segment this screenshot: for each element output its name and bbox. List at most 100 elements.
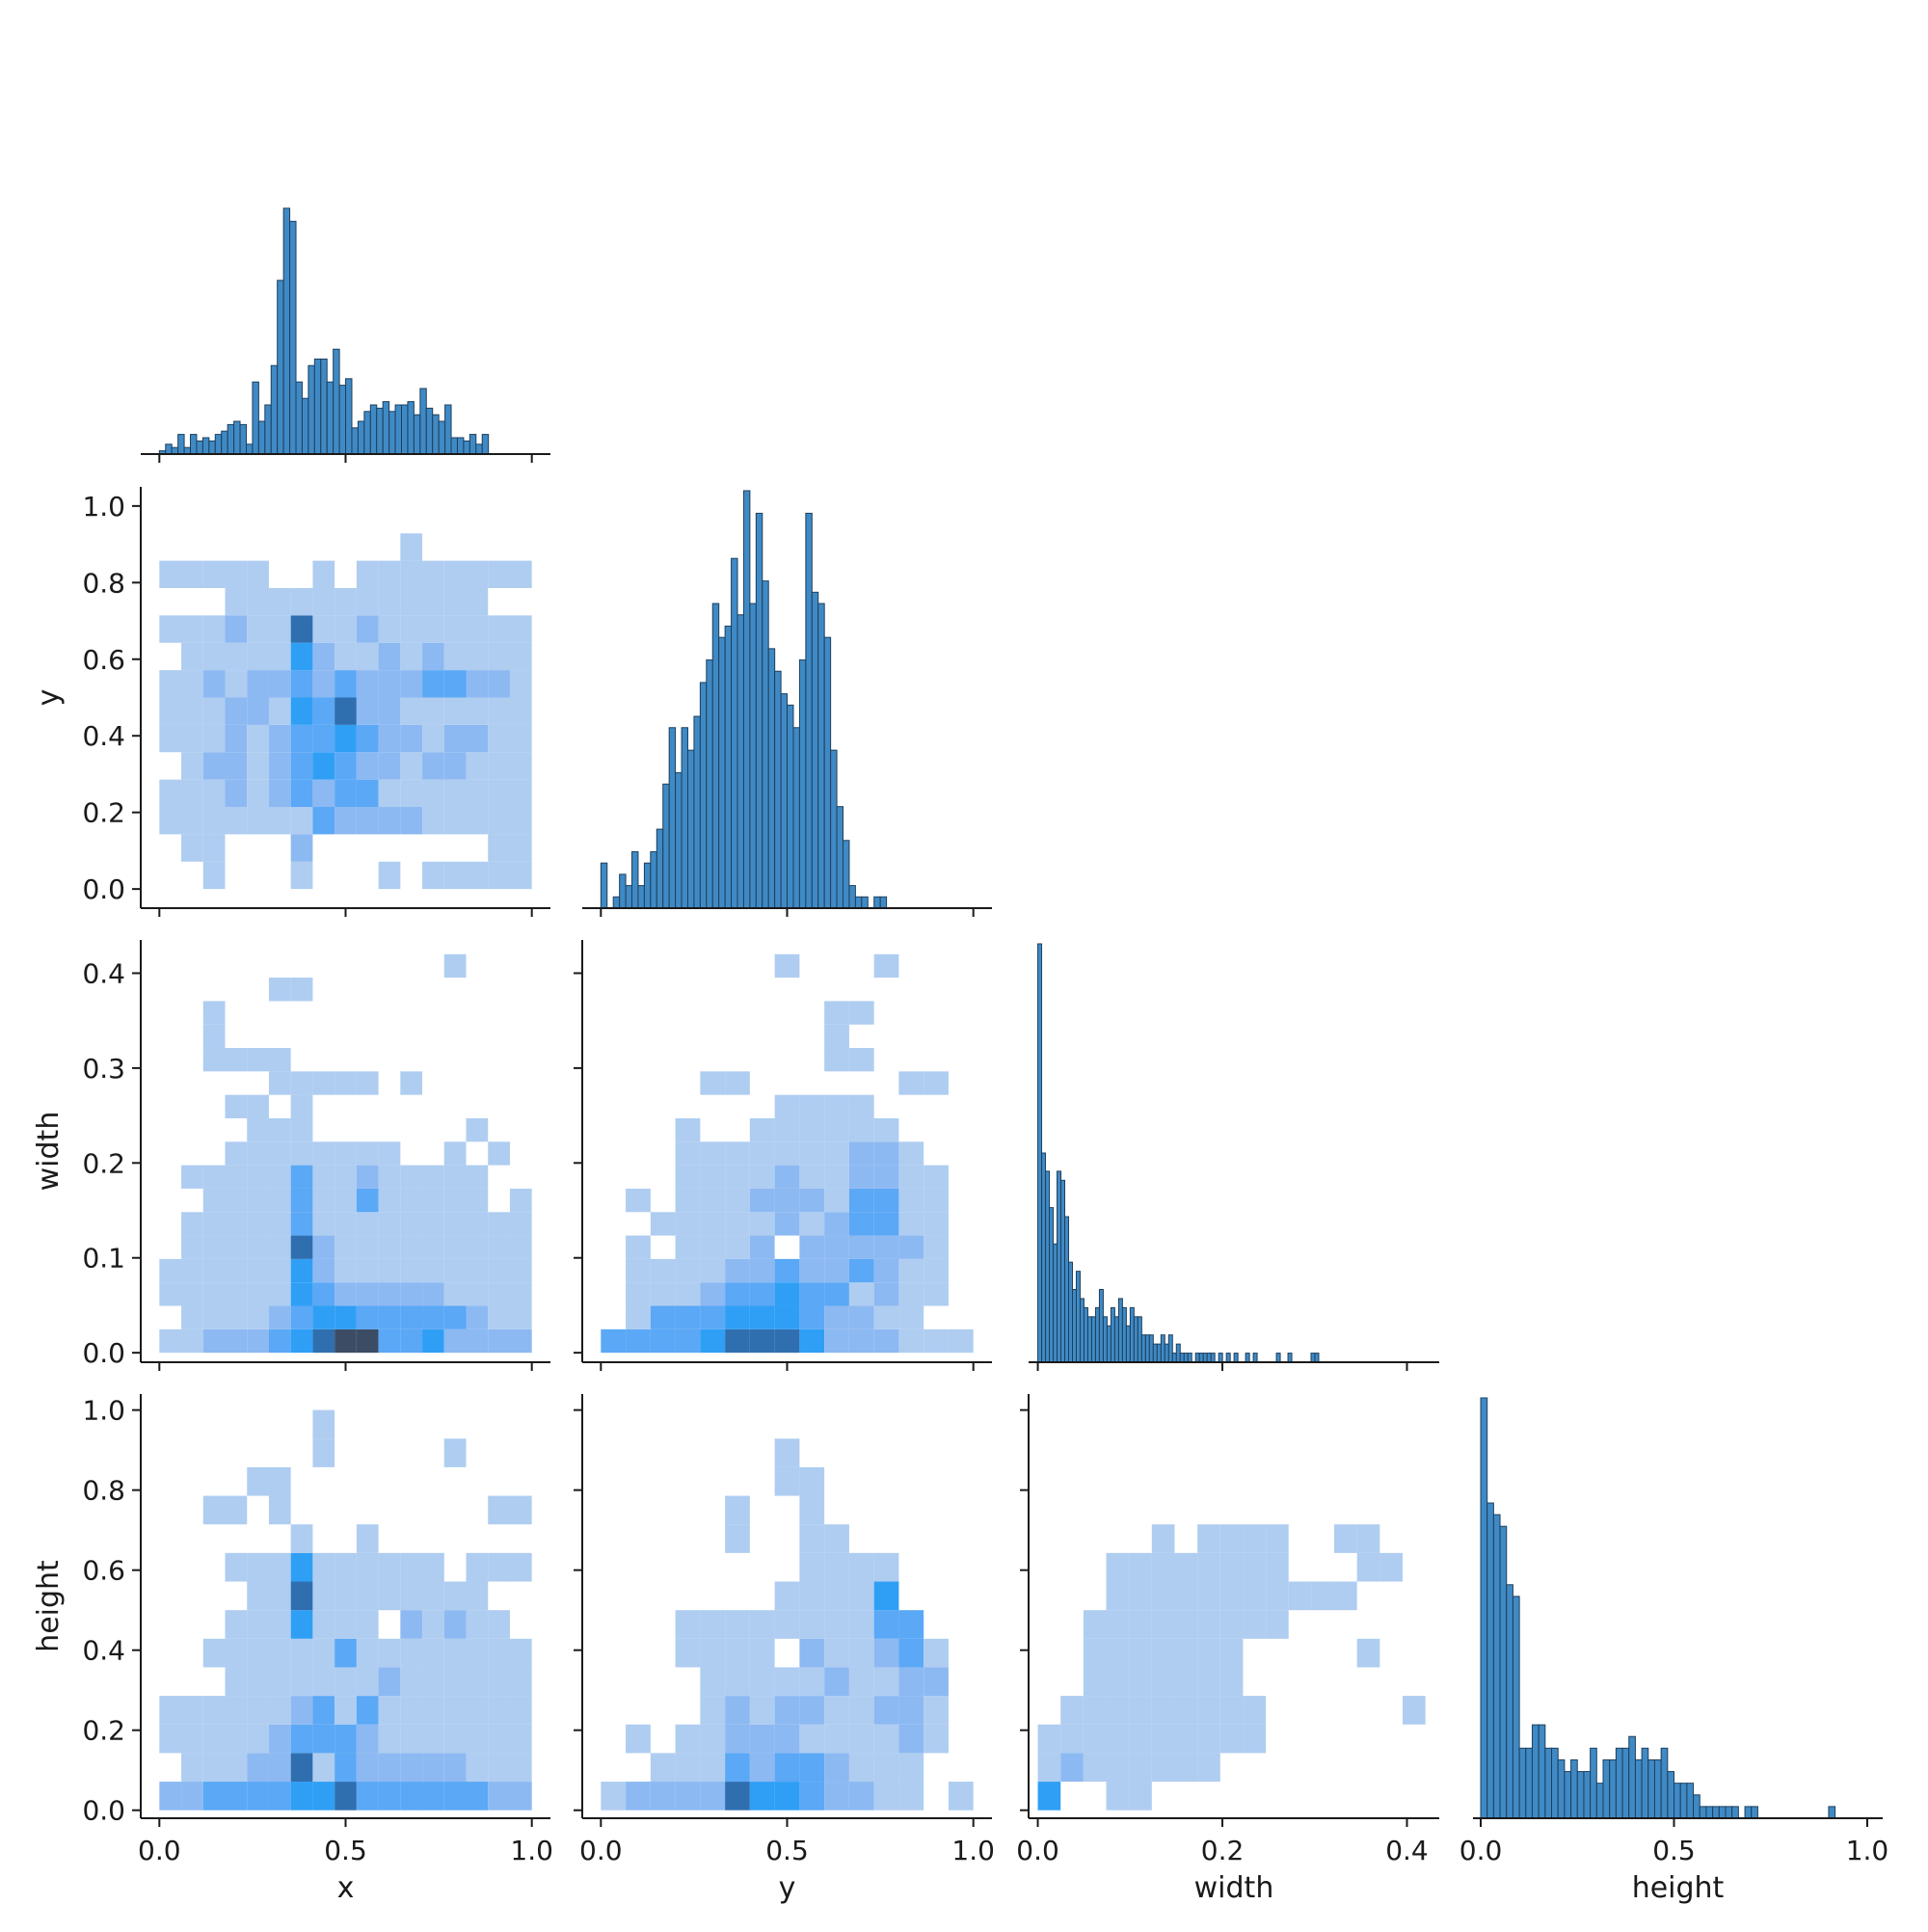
hist-bar bbox=[1583, 1771, 1592, 1819]
heatmap-cell bbox=[247, 1188, 269, 1213]
hist-bar bbox=[798, 659, 807, 909]
heatmap-cell bbox=[378, 1782, 401, 1811]
heatmap-cell bbox=[356, 1165, 379, 1189]
heatmap-cell bbox=[225, 1048, 248, 1072]
hist-bar bbox=[252, 381, 259, 455]
heatmap-cell bbox=[290, 1753, 313, 1783]
heatmap-cell bbox=[509, 697, 532, 725]
hist-bar bbox=[879, 896, 888, 909]
heatmap-cell bbox=[1037, 1724, 1061, 1754]
heatmap-cell bbox=[181, 1753, 203, 1783]
heatmap-cell bbox=[159, 560, 182, 588]
y-axis-label-width: width bbox=[32, 1112, 66, 1192]
heatmap-cell bbox=[799, 1782, 825, 1811]
hist-bar bbox=[313, 358, 322, 455]
heatmap-cell bbox=[268, 1048, 291, 1072]
hist-bar bbox=[693, 715, 701, 909]
heatmap-cell bbox=[650, 1282, 676, 1306]
heatmap-cell bbox=[335, 752, 357, 780]
hist-bar bbox=[1828, 1806, 1836, 1819]
hist-bar bbox=[351, 427, 359, 455]
heatmap-cell bbox=[400, 807, 423, 835]
heatmap-cell bbox=[488, 724, 510, 753]
hist-bar bbox=[1117, 1298, 1123, 1363]
heatmap-cell bbox=[1197, 1638, 1220, 1668]
heatmap-cell bbox=[774, 1305, 800, 1329]
heatmap-cell bbox=[1083, 1696, 1107, 1725]
y-tick-label: 0.6 bbox=[82, 1555, 125, 1587]
heatmap-cell bbox=[290, 724, 313, 753]
heatmap-cell bbox=[848, 1638, 874, 1668]
heatmap-cell bbox=[422, 779, 444, 808]
heatmap-cell bbox=[1197, 1610, 1220, 1639]
heatmap-cell bbox=[378, 1667, 401, 1697]
heatmap-cell bbox=[1083, 1724, 1107, 1754]
heatmap-cell bbox=[378, 779, 401, 808]
heatmap-cell bbox=[268, 1696, 291, 1725]
heatmap-cell bbox=[1219, 1610, 1244, 1639]
hist-bar bbox=[1551, 1747, 1559, 1819]
heatmap-cell bbox=[335, 1235, 357, 1259]
hist-bar bbox=[1693, 1794, 1700, 1819]
hist-bar bbox=[1667, 1771, 1675, 1819]
heatmap-cell bbox=[799, 1258, 825, 1283]
heatmap-cell bbox=[1334, 1581, 1357, 1611]
hist-bar bbox=[1037, 943, 1043, 1363]
heatmap-cell bbox=[443, 861, 467, 890]
hist-bar bbox=[425, 407, 434, 455]
hist-bar bbox=[767, 648, 776, 909]
heatmap-cell bbox=[202, 670, 226, 698]
heatmap-cell bbox=[824, 1552, 849, 1582]
hist-bar bbox=[214, 434, 223, 455]
heatmap-cell bbox=[1402, 1696, 1426, 1725]
heatmap-cell bbox=[873, 1282, 899, 1306]
heatmap-cell bbox=[268, 1638, 291, 1668]
heatmap-cell bbox=[247, 1724, 269, 1754]
hist-bar bbox=[363, 411, 371, 455]
hist-bar bbox=[432, 414, 440, 455]
hist-bar bbox=[792, 727, 800, 909]
heatmap-cell bbox=[378, 752, 401, 780]
hist-bar bbox=[848, 885, 856, 909]
hist-bar bbox=[1098, 1289, 1104, 1363]
heatmap-cell bbox=[1174, 1610, 1198, 1639]
hist-bar bbox=[736, 614, 744, 909]
heatmap-cell bbox=[312, 1638, 335, 1668]
heatmap-cell bbox=[443, 953, 467, 979]
heatmap-cell bbox=[509, 560, 532, 588]
hist-bar bbox=[718, 636, 726, 909]
heatmap-cell bbox=[225, 1495, 248, 1525]
heatmap-cell bbox=[378, 1696, 401, 1725]
heatmap-cell bbox=[202, 1235, 226, 1259]
hist-bar bbox=[456, 437, 465, 455]
heatmap-cell bbox=[924, 1258, 949, 1283]
heatmap-cell bbox=[848, 1094, 874, 1118]
histogram-width bbox=[1037, 943, 1320, 1363]
heatmap-cell bbox=[312, 1328, 335, 1354]
hist-bar bbox=[419, 388, 427, 455]
heatmap-cell bbox=[824, 1024, 849, 1049]
heatmap-cell bbox=[1174, 1667, 1198, 1697]
heatmap-cell bbox=[824, 1282, 849, 1306]
heatmap-cell bbox=[1129, 1552, 1152, 1582]
heatmap-cell bbox=[202, 1724, 226, 1754]
hist-bar bbox=[1218, 1353, 1223, 1363]
heatmap-cell bbox=[290, 1165, 313, 1189]
heatmap-cell bbox=[824, 1610, 849, 1639]
heatmap-x-width bbox=[159, 953, 532, 1354]
y-tick-label: 0.8 bbox=[82, 1475, 125, 1507]
heatmap-cell bbox=[466, 615, 489, 643]
heatmap-cell bbox=[335, 697, 357, 725]
heatmap-cell bbox=[335, 615, 357, 643]
heatmap-cell bbox=[774, 1724, 800, 1754]
heatmap-cell bbox=[378, 1552, 401, 1582]
hist-bar bbox=[1075, 1271, 1081, 1363]
heatmap-cell bbox=[1197, 1696, 1220, 1725]
hist-bar bbox=[873, 896, 881, 909]
heatmap-cell bbox=[466, 807, 489, 835]
heatmap-cell bbox=[799, 1753, 825, 1783]
heatmap-cell bbox=[356, 1581, 379, 1611]
hist-bar bbox=[245, 443, 254, 455]
hist-bar bbox=[301, 397, 309, 455]
heatmap-cell bbox=[290, 1212, 313, 1236]
